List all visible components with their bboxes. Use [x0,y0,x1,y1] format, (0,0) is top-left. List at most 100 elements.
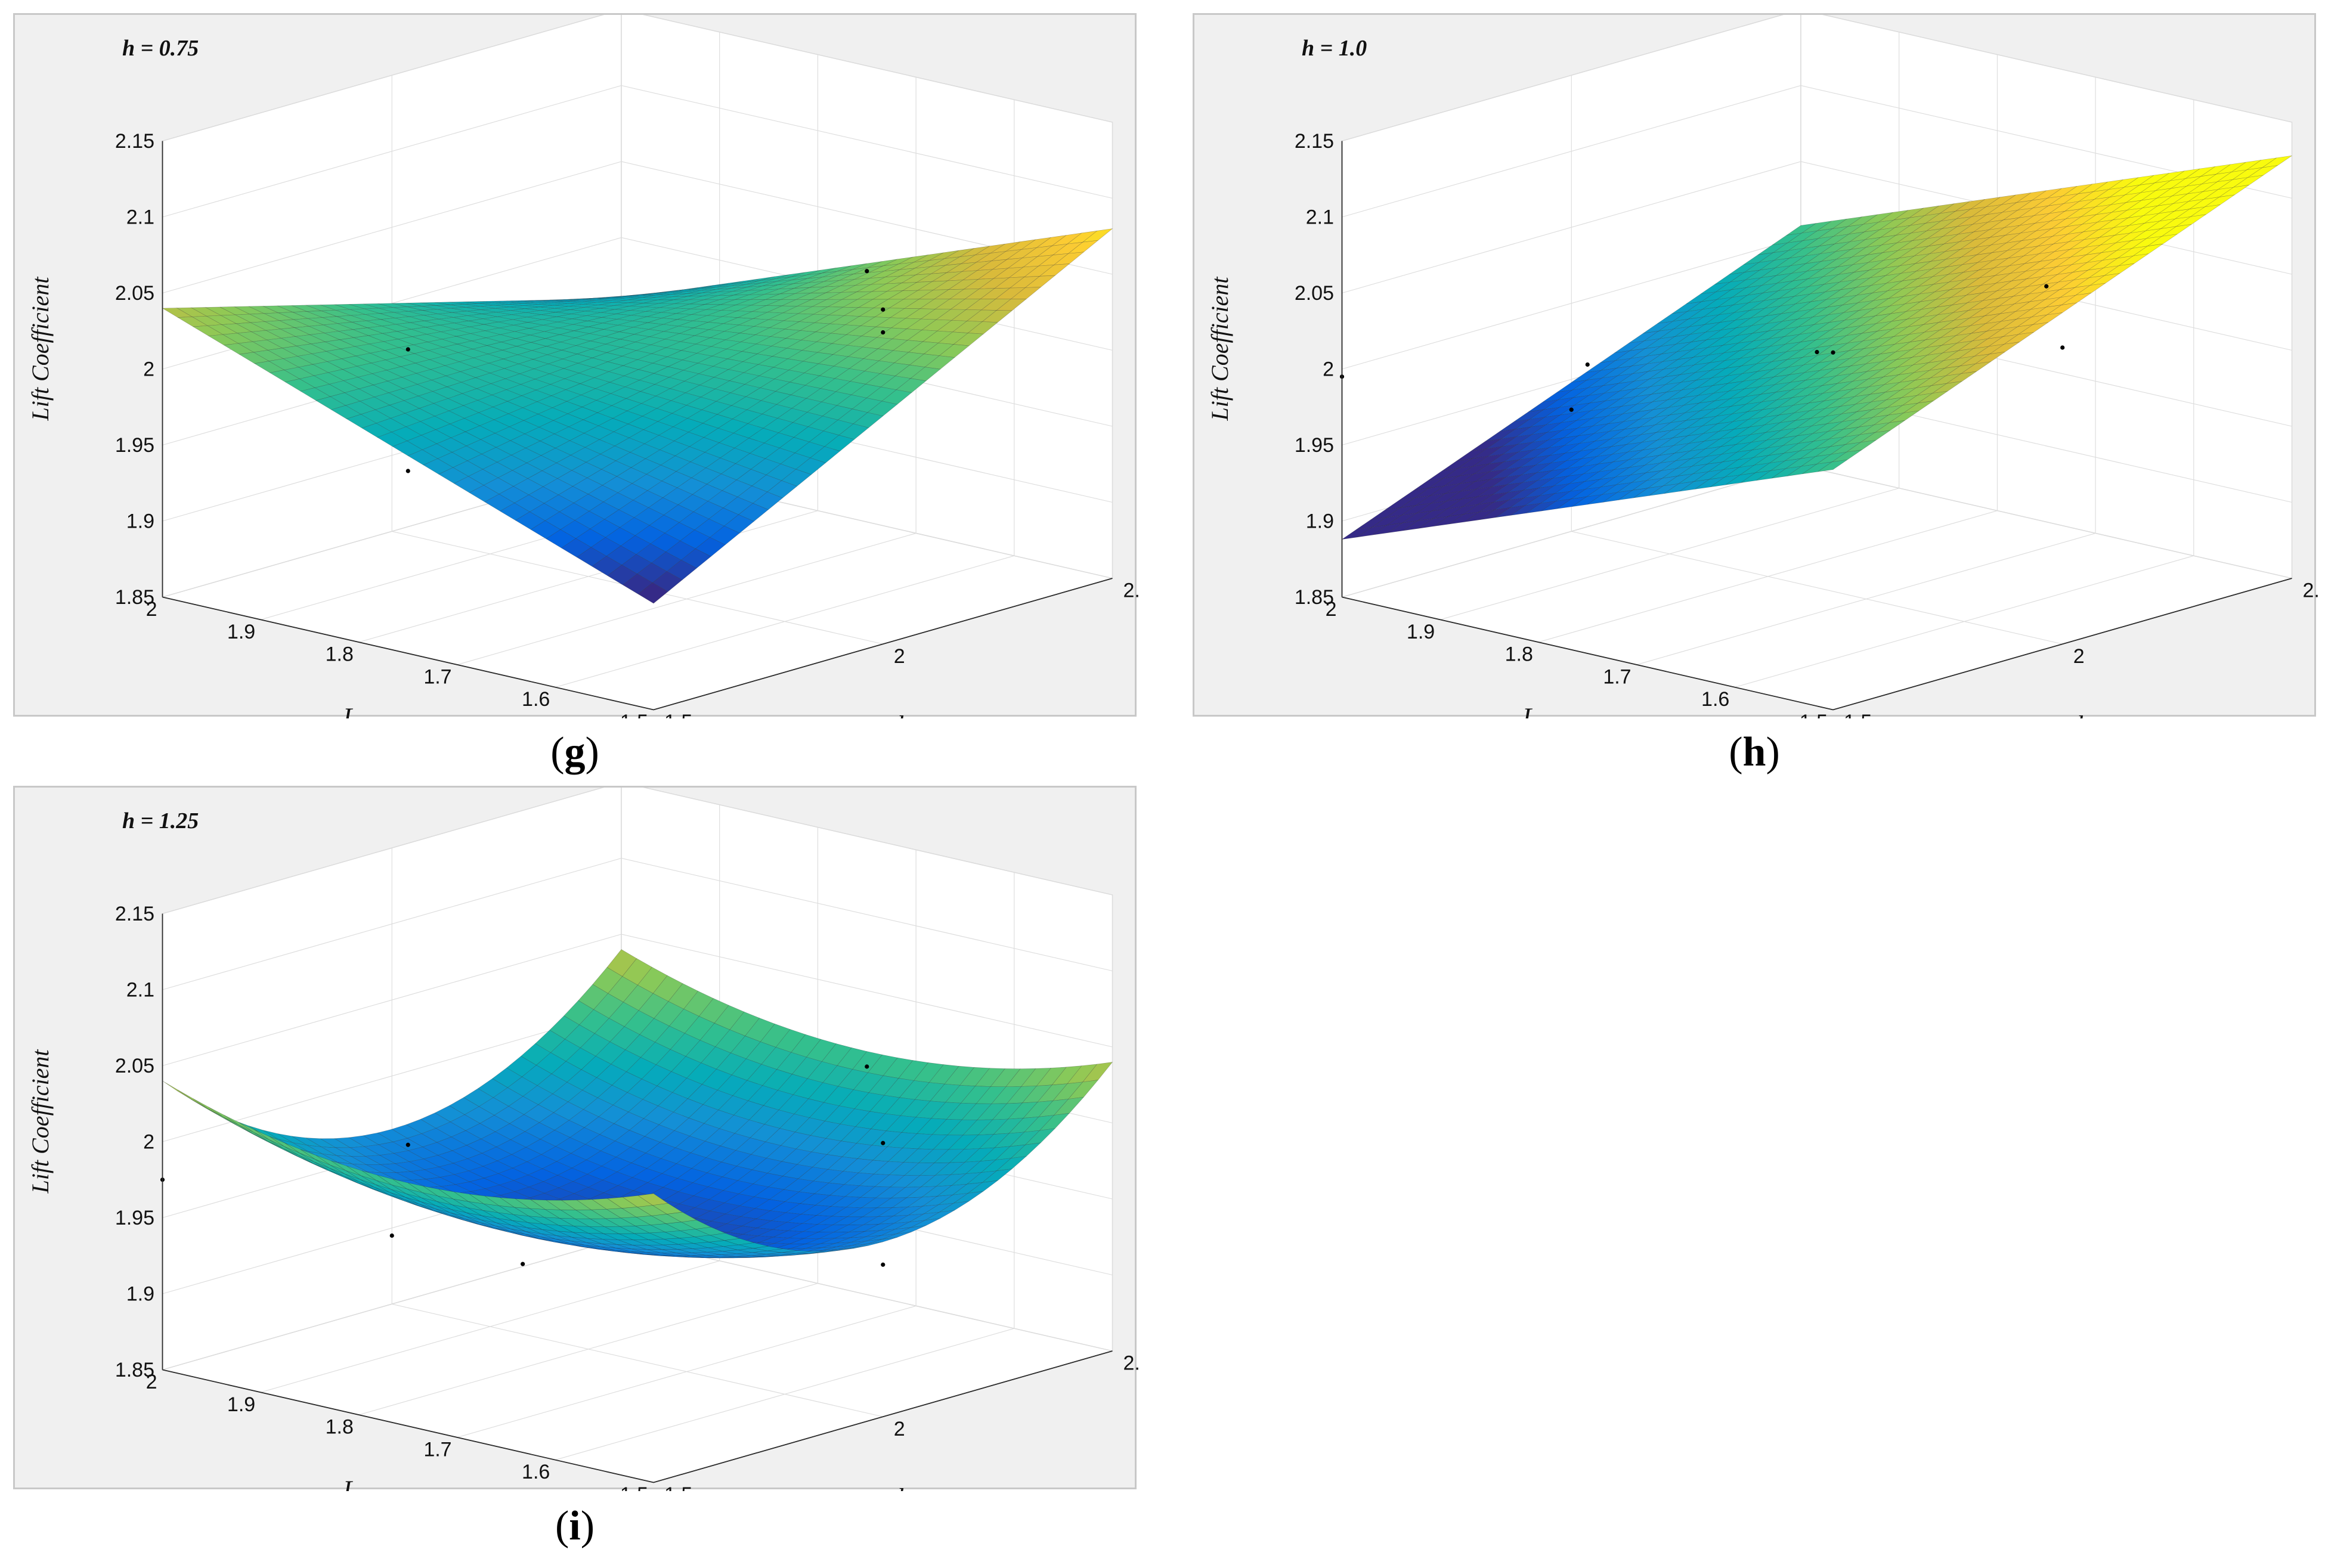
z-axis-label: Lift Coefficient [27,277,54,422]
chart-panel-i: 2.152.12.0521.951.91.8521.91.81.71.61.51… [13,786,1139,1492]
surface-mesh [162,949,1113,1259]
x-axis-label: L [342,1476,357,1492]
data-points [405,269,886,473]
caption-g: (g) [550,729,599,775]
data-point [521,1262,525,1266]
z-tick-label: 2.05 [1295,282,1334,305]
axis-lines [162,141,1113,711]
data-point [881,1262,886,1267]
y-tick-label: 2 [2073,645,2085,668]
data-point [881,330,886,335]
data-point [881,307,886,312]
chart-panel-g: 2.152.12.0521.951.91.8521.91.81.71.61.51… [13,13,1139,719]
z-axis-label: Lift Coefficient [1206,277,1233,422]
data-point [881,1141,886,1145]
z-tick-label: 2.15 [1295,130,1334,153]
x-tick-label: 1.7 [423,1438,451,1461]
panel-title: h = 1.0 [1302,36,1367,61]
z-tick-label: 1.95 [115,434,154,457]
plot-area [160,788,1113,1483]
data-point [865,1064,869,1069]
data-point [2044,284,2049,289]
y-tick-label: 1.5 [664,1483,692,1491]
chart-panel-h: 2.152.12.0521.951.91.8521.91.81.71.61.51… [1193,13,2318,719]
x-tick-label: 1.6 [522,688,550,711]
x-tick-label: 1.7 [1603,665,1631,688]
data-point [1831,350,1835,355]
axis-lines [162,913,1113,1483]
x-tick-label: 1.9 [227,1393,255,1416]
z-tick-label: 1.95 [115,1207,154,1229]
plot-area [162,15,1113,711]
panel-title: h = 1.25 [122,808,199,833]
data-point [405,347,410,352]
z-tick-label: 2.15 [115,903,154,925]
x-tick-label: 1.6 [1701,688,1729,711]
plot-area [1339,15,2293,711]
panel-title: h = 0.75 [122,36,199,61]
y-tick-label: 1.5 [1844,711,1872,718]
z-tick-label: 2.1 [126,978,154,1001]
x-tick-label: 1.5 [620,711,648,718]
surface-chart-h: 2.152.12.0521.951.91.8521.91.81.71.61.51… [1206,15,2318,719]
z-tick-label: 2.1 [1306,206,1334,228]
z-tick-label: 2 [143,1130,154,1153]
x-tick-label: 1.8 [326,643,354,666]
z-tick-label: 1.9 [1306,510,1334,532]
data-point [1569,407,1574,412]
y-axis-label: l [897,711,904,718]
z-tick-label: 2 [143,358,154,380]
data-points [1339,284,2065,412]
x-tick-label: 1.9 [1407,621,1435,643]
z-tick-label: 2.05 [115,1055,154,1077]
data-points [160,1064,886,1267]
surface-mesh [162,228,1113,604]
x-tick-label: 1.6 [522,1461,550,1483]
data-point [389,1233,394,1238]
z-tick-label: 1.9 [126,510,154,532]
x-axis-label: L [1522,703,1537,719]
z-tick-label: 2 [1323,358,1334,380]
surface-patch [637,1193,668,1206]
z-tick-label: 1.85 [115,1359,154,1381]
z-axis-label: Lift Coefficient [27,1049,54,1194]
y-tick-label: 1.5 [664,711,692,718]
surface-chart-g: 2.152.12.0521.951.91.8521.91.81.71.61.51… [27,15,1139,719]
surface-mesh [1342,155,2292,540]
y-tick-label: 2.5 [1123,580,1139,602]
z-tick-label: 1.85 [1295,586,1334,609]
z-tick-label: 1.9 [126,1282,154,1305]
y-tick-label: 2.5 [2303,580,2318,602]
data-point [1815,349,1819,355]
z-tick-label: 2.1 [126,206,154,228]
axis-lines [1341,141,2292,711]
caption-i: (i) [555,1503,595,1549]
data-point [405,469,410,473]
y-tick-label: 2.5 [1123,1352,1139,1375]
z-tick-label: 1.95 [1295,434,1334,457]
x-tick-label: 2 [146,598,157,621]
x-tick-label: 1.8 [1505,643,1533,666]
y-tick-label: 2 [894,645,905,668]
caption-h: (h) [1729,729,1780,775]
x-tick-label: 2 [1326,598,1337,621]
z-tick-label: 2.15 [115,130,154,153]
x-tick-label: 1.5 [620,1483,648,1491]
x-tick-label: 1.9 [227,621,255,643]
surface-patch [637,582,668,604]
y-axis-label: l [2076,711,2083,718]
x-axis-label: L [342,703,357,719]
x-tick-label: 1.8 [326,1416,354,1439]
surface-patch [1818,459,1848,472]
x-tick-label: 2 [146,1371,157,1393]
data-point [405,1142,410,1147]
data-point [1585,362,1590,367]
y-axis-label: l [897,1483,904,1491]
x-tick-label: 1.5 [1800,711,1828,718]
data-point [2060,345,2065,350]
z-tick-label: 1.85 [115,586,154,609]
x-tick-label: 1.7 [423,665,451,688]
y-tick-label: 2 [894,1418,905,1440]
z-tick-label: 2.05 [115,282,154,305]
data-point [865,269,869,274]
